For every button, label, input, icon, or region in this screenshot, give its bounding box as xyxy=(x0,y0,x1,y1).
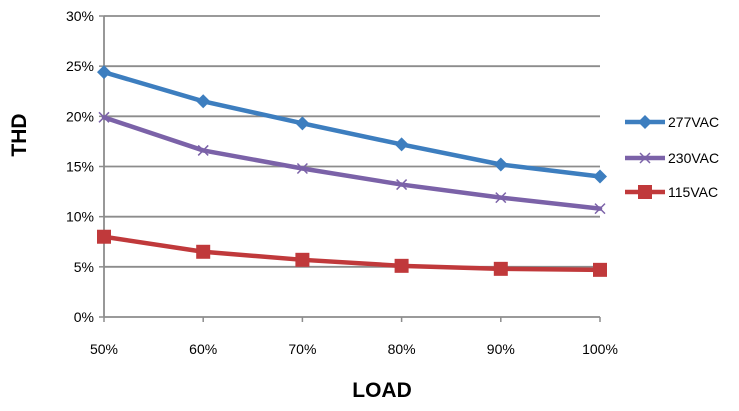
y-tick-label: 30% xyxy=(66,8,94,24)
data-point xyxy=(197,144,209,156)
data-point xyxy=(593,262,607,277)
y-tick-label: 20% xyxy=(66,108,94,124)
data-point xyxy=(97,65,111,80)
legend-marker xyxy=(638,185,652,199)
series-line xyxy=(101,115,603,211)
data-point xyxy=(196,244,211,259)
data-point xyxy=(396,179,408,191)
series-line xyxy=(101,234,603,273)
series-115vac xyxy=(97,229,607,277)
y-tick-label: 15% xyxy=(66,159,94,175)
data-point xyxy=(394,258,409,273)
x-tick-label: 100% xyxy=(582,341,618,357)
y-tick-labels: 0% 5% 10% 15% 20% 25% 30% xyxy=(66,8,94,325)
data-point xyxy=(594,203,606,215)
data-point xyxy=(97,229,111,244)
x-tick-labels: 50% 60% 70% 80% 90% 100% xyxy=(90,341,618,357)
legend-marker xyxy=(638,115,652,129)
y-tick-label: 0% xyxy=(74,309,94,325)
y-axis-title: THD xyxy=(8,113,31,156)
series-group xyxy=(97,65,607,277)
data-point xyxy=(98,111,110,123)
x-tick-label: 60% xyxy=(189,341,217,357)
x-tick-label: 90% xyxy=(487,341,515,357)
data-point xyxy=(593,169,607,184)
data-point xyxy=(493,261,508,276)
x-tick-label: 80% xyxy=(388,341,416,357)
x-axis-title: LOAD xyxy=(352,379,412,402)
data-point xyxy=(295,116,310,131)
data-point xyxy=(495,192,507,204)
legend-label: 230VAC xyxy=(668,150,719,166)
series-line xyxy=(101,69,603,179)
legend-marker xyxy=(639,152,651,164)
x-tick-label: 50% xyxy=(90,341,118,357)
data-point xyxy=(196,94,211,109)
x-tick-label: 70% xyxy=(288,341,316,357)
legend-label: 115VAC xyxy=(668,184,718,200)
data-point xyxy=(296,162,308,175)
legend-item: 277VAC xyxy=(625,114,719,130)
legend-item: 230VAC xyxy=(625,150,719,166)
data-point xyxy=(295,252,310,267)
y-tick-label: 10% xyxy=(66,209,94,225)
series-230vac xyxy=(98,111,606,215)
legend: 277VAC 230VAC 115VAC xyxy=(625,114,719,200)
legend-label: 277VAC xyxy=(668,114,719,130)
legend-item: 115VAC xyxy=(625,184,718,200)
y-tick-label: 25% xyxy=(66,58,94,74)
data-point xyxy=(493,157,508,172)
data-point xyxy=(394,137,409,152)
series-277vac xyxy=(97,65,607,184)
y-tick-label: 5% xyxy=(74,259,94,275)
